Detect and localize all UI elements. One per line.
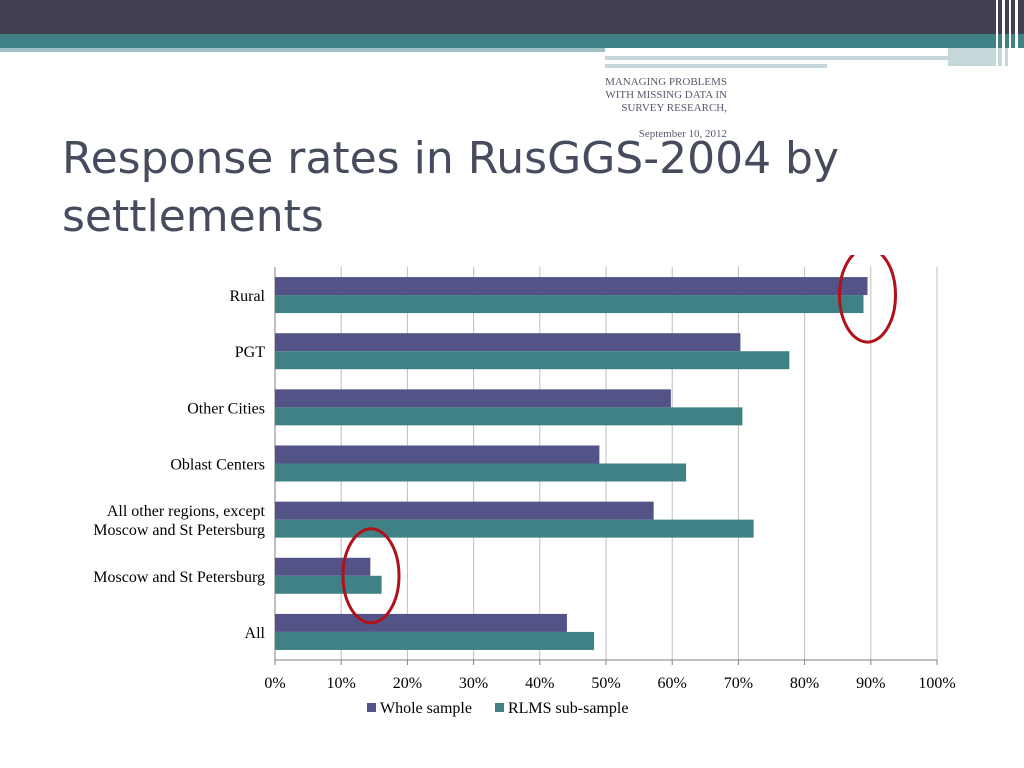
bar-rlms-sub-sample [275,407,743,426]
bar-whole-sample [275,277,868,296]
category-label: Oblast Centers [170,457,265,474]
bar-rlms-sub-sample [275,575,382,594]
x-tick-label: 30% [459,675,488,692]
slide-title: Response rates in RusGGS-2004 by settlem… [62,133,840,242]
category-label: All other regions, except [107,503,266,520]
bar-whole-sample [275,333,741,352]
x-tick-label: 70% [724,675,753,692]
legend-label: RLMS sub-sample [508,700,628,717]
x-tick-label: 50% [591,675,620,692]
bar-rlms-sub-sample [275,295,864,314]
header-accent-line-short [605,64,827,68]
bar-whole-sample [275,501,654,520]
x-tick-label: 90% [856,675,885,692]
x-tick-label: 60% [658,675,687,692]
slide-subtitle: Managing problems with missing data in s… [605,76,727,114]
category-label: Other Cities [187,400,265,417]
legend-swatch [367,703,376,712]
highlight-circle [837,255,897,344]
bar-rlms-sub-sample [275,631,595,650]
x-tick-label: 40% [525,675,554,692]
bar-rlms-sub-sample [275,463,687,482]
bar-whole-sample [275,557,371,576]
header-teal-band [0,34,1024,48]
x-tick-label: 100% [918,675,955,692]
category-label: Moscow and St Petersburg [93,522,265,539]
category-label: All [245,625,266,642]
x-tick-label: 80% [790,675,819,692]
slide-subtitle-date: September 10, 2012 [638,128,727,140]
x-tick-label: 20% [393,675,422,692]
legend-label: Whole sample [380,700,472,717]
header-dark-band [0,0,1024,34]
response-rate-chart: 0% 10% 20% 30% 40% 50% 60% 70% 80% 90% 100% Rural PG… [93,255,956,717]
legend-swatch [494,703,504,712]
category-label: Rural [229,288,265,305]
bar-whole-sample [275,613,567,632]
header-accent-line [605,56,948,60]
x-tick-label: 10% [327,675,356,692]
bar-rlms-sub-sample [275,519,754,538]
highlight-circle [341,527,401,625]
category-label: PGT [235,344,265,361]
bar-whole-sample [275,445,600,464]
bar-rlms-sub-sample [275,351,790,370]
category-label: Moscow and St Petersburg [93,569,265,586]
header-accent-block [948,48,1008,66]
header-pale-band [0,48,605,52]
header-stripes [992,0,1024,70]
x-tick-label: 0% [264,675,285,692]
bar-whole-sample [275,389,671,408]
